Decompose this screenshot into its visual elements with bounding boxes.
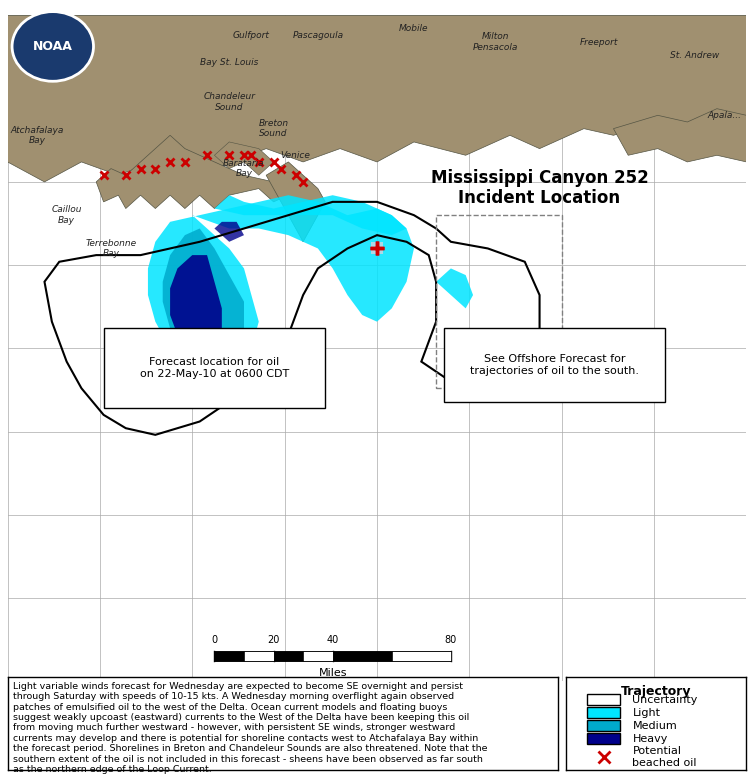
Text: Gulfport: Gulfport: [233, 31, 270, 40]
Text: Medium: Medium: [633, 721, 677, 731]
Polygon shape: [148, 195, 414, 395]
Bar: [392, 651, 451, 661]
Text: Mobile: Mobile: [399, 24, 429, 33]
FancyBboxPatch shape: [443, 328, 665, 402]
Polygon shape: [614, 108, 746, 162]
Text: Venice: Venice: [280, 151, 311, 159]
Bar: [214, 651, 244, 661]
Text: Caillou
Bay: Caillou Bay: [51, 205, 82, 225]
Text: Chandeleur
Sound: Chandeleur Sound: [204, 92, 255, 111]
Bar: [274, 651, 303, 661]
Polygon shape: [170, 255, 222, 361]
Text: Uncertainty: Uncertainty: [633, 694, 698, 704]
Polygon shape: [214, 195, 406, 235]
Text: 20: 20: [268, 635, 280, 645]
Text: 40: 40: [326, 635, 339, 645]
Circle shape: [12, 12, 93, 81]
Text: Light: Light: [633, 707, 661, 717]
Bar: [333, 651, 392, 661]
Bar: [587, 720, 620, 731]
Text: Mississippi Canyon 252
Incident Location: Mississippi Canyon 252 Incident Location: [431, 169, 648, 207]
Bar: [587, 733, 620, 744]
Text: St. Andrew: St. Andrew: [670, 51, 719, 60]
Bar: [244, 651, 274, 661]
Text: Potential
beached oil: Potential beached oil: [633, 746, 697, 768]
Text: Forecast location for oil
on 22-May-10 at 0600 CDT: Forecast location for oil on 22-May-10 a…: [139, 358, 289, 379]
Text: Heavy: Heavy: [633, 734, 668, 744]
Bar: [587, 694, 620, 705]
Text: Pascagoula: Pascagoula: [293, 31, 344, 40]
Text: Milton
Pensacola: Milton Pensacola: [473, 33, 518, 52]
Text: Light variable winds forecast for Wednesday are expected to become SE overnight : Light variable winds forecast for Wednes…: [13, 682, 488, 774]
Polygon shape: [436, 269, 473, 308]
Text: NOAA: NOAA: [33, 40, 72, 53]
Text: See Offshore Forecast for
trajectories of oil to the south.: See Offshore Forecast for trajectories o…: [470, 354, 639, 375]
Text: Terrebonne
Bay: Terrebonne Bay: [85, 238, 136, 259]
Text: Freeport: Freeport: [580, 38, 618, 46]
Text: Trajectory: Trajectory: [621, 685, 691, 697]
Bar: [303, 651, 333, 661]
Polygon shape: [8, 15, 746, 182]
Text: Miles: Miles: [318, 668, 347, 678]
Bar: [587, 707, 620, 718]
Text: Bay St. Louis: Bay St. Louis: [200, 57, 259, 67]
Text: Barataria
Bay: Barataria Bay: [223, 159, 265, 178]
Text: 0: 0: [211, 635, 217, 645]
Polygon shape: [163, 228, 244, 375]
Polygon shape: [214, 222, 244, 241]
Polygon shape: [266, 162, 325, 241]
Text: 80: 80: [445, 635, 457, 645]
Text: Breton
Sound: Breton Sound: [259, 119, 289, 139]
Text: Apala...: Apala...: [707, 111, 741, 120]
Polygon shape: [97, 135, 288, 208]
Text: Atchafalaya
Bay: Atchafalaya Bay: [11, 125, 64, 145]
Polygon shape: [214, 142, 274, 175]
FancyBboxPatch shape: [103, 328, 325, 408]
